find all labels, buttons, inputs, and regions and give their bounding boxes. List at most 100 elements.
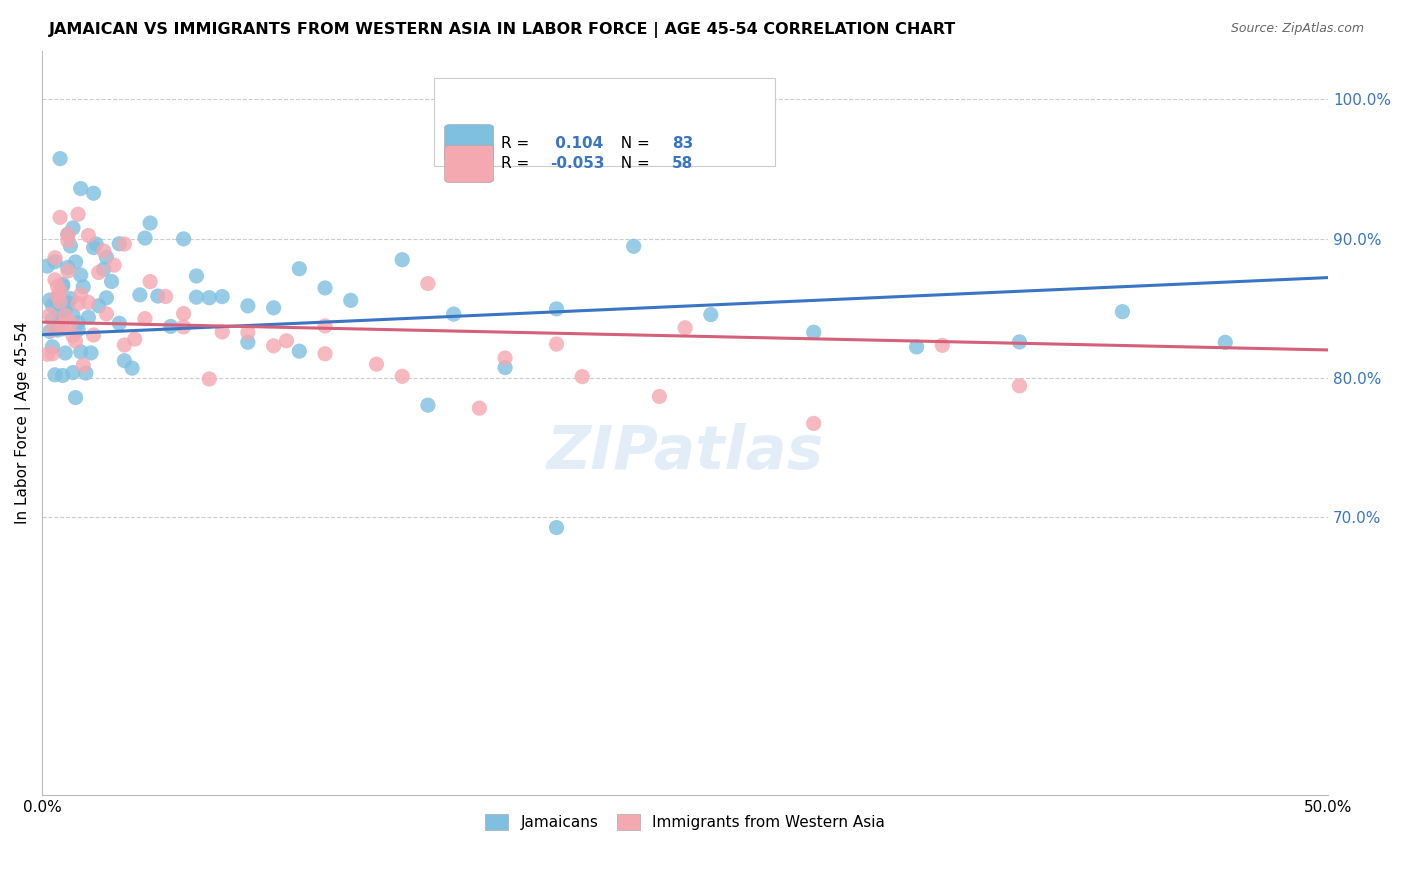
Point (803, 417, 825, 431)
Point (623, 239, 645, 253)
Y-axis label: In Labor Force | Age 45-54: In Labor Force | Age 45-54 (15, 322, 31, 524)
Point (56, 260, 79, 275)
Point (314, 347, 336, 361)
Point (198, 291, 221, 305)
Text: ZIPatlas: ZIPatlas (547, 424, 824, 483)
Point (87, 299, 110, 313)
Point (314, 318, 336, 333)
Point (37, 259, 59, 273)
Point (103, 258, 125, 272)
Point (44, 320, 66, 334)
Point (49, 304, 72, 318)
Point (38, 308, 60, 322)
Point (173, 307, 195, 321)
Point (49, 152, 72, 166)
Point (546, 520, 568, 534)
Point (173, 319, 195, 334)
Point (108, 316, 131, 330)
Point (108, 236, 131, 251)
Point (56, 298, 79, 312)
Point (84, 236, 107, 251)
Point (83, 186, 105, 201)
Point (65, 255, 87, 269)
Point (648, 389, 671, 403)
Point (72, 280, 94, 294)
Point (803, 325, 825, 339)
Point (38, 324, 60, 338)
Point (236, 326, 259, 340)
Point (186, 268, 208, 283)
Point (59, 316, 82, 330)
Point (65, 391, 87, 405)
Point (69, 344, 91, 359)
Point (44, 254, 66, 268)
Point (49, 294, 72, 309)
Point (198, 372, 221, 386)
Point (494, 360, 516, 375)
Point (72, 359, 94, 373)
Point (80, 346, 103, 360)
Point (62, 366, 84, 380)
Point (59, 292, 82, 306)
Point (134, 311, 156, 326)
Point (67, 207, 90, 221)
FancyBboxPatch shape (434, 78, 775, 166)
Point (44, 368, 66, 382)
Point (128, 288, 150, 302)
Point (59, 239, 82, 253)
Point (288, 261, 311, 276)
Point (96, 307, 118, 321)
Point (77, 295, 100, 310)
Point (38, 293, 60, 307)
Point (124, 332, 146, 346)
Point (44, 273, 66, 287)
Point (288, 344, 311, 359)
Text: N =: N = (610, 136, 654, 151)
Point (67, 323, 90, 337)
Point (173, 232, 195, 246)
Point (121, 361, 143, 376)
Point (52, 318, 75, 332)
Point (134, 231, 156, 245)
Point (41, 312, 63, 326)
Point (416, 277, 439, 291)
Point (62, 309, 84, 323)
Point (56, 295, 79, 310)
Point (236, 299, 259, 313)
Text: JAMAICAN VS IMMIGRANTS FROM WESTERN ASIA IN LABOR FORCE | AGE 45-54 CORRELATION : JAMAICAN VS IMMIGRANTS FROM WESTERN ASIA… (49, 22, 956, 38)
Point (931, 338, 953, 352)
Point (1213, 335, 1236, 350)
Point (905, 340, 928, 354)
Point (62, 328, 84, 343)
Point (571, 369, 593, 384)
Point (52, 322, 75, 336)
Point (41, 298, 63, 312)
Point (62, 220, 84, 235)
Point (314, 281, 336, 295)
Point (112, 353, 135, 368)
Point (53, 309, 76, 323)
Point (49, 313, 72, 327)
Point (96, 291, 118, 305)
Point (100, 275, 122, 289)
Point (700, 308, 723, 322)
Text: 83: 83 (672, 136, 693, 151)
Point (263, 301, 285, 315)
Point (56, 227, 79, 242)
Point (443, 307, 465, 321)
Point (366, 357, 388, 371)
Point (159, 319, 181, 334)
Point (83, 328, 105, 343)
Point (139, 216, 162, 230)
Point (46, 323, 69, 337)
Point (75, 366, 97, 380)
Point (146, 289, 169, 303)
Point (46, 290, 69, 304)
Point (52, 368, 75, 383)
Text: N =: N = (610, 156, 654, 171)
Point (77, 228, 100, 243)
Point (41, 323, 63, 337)
Point (155, 289, 177, 303)
Point (46, 289, 69, 303)
Point (49, 295, 72, 310)
